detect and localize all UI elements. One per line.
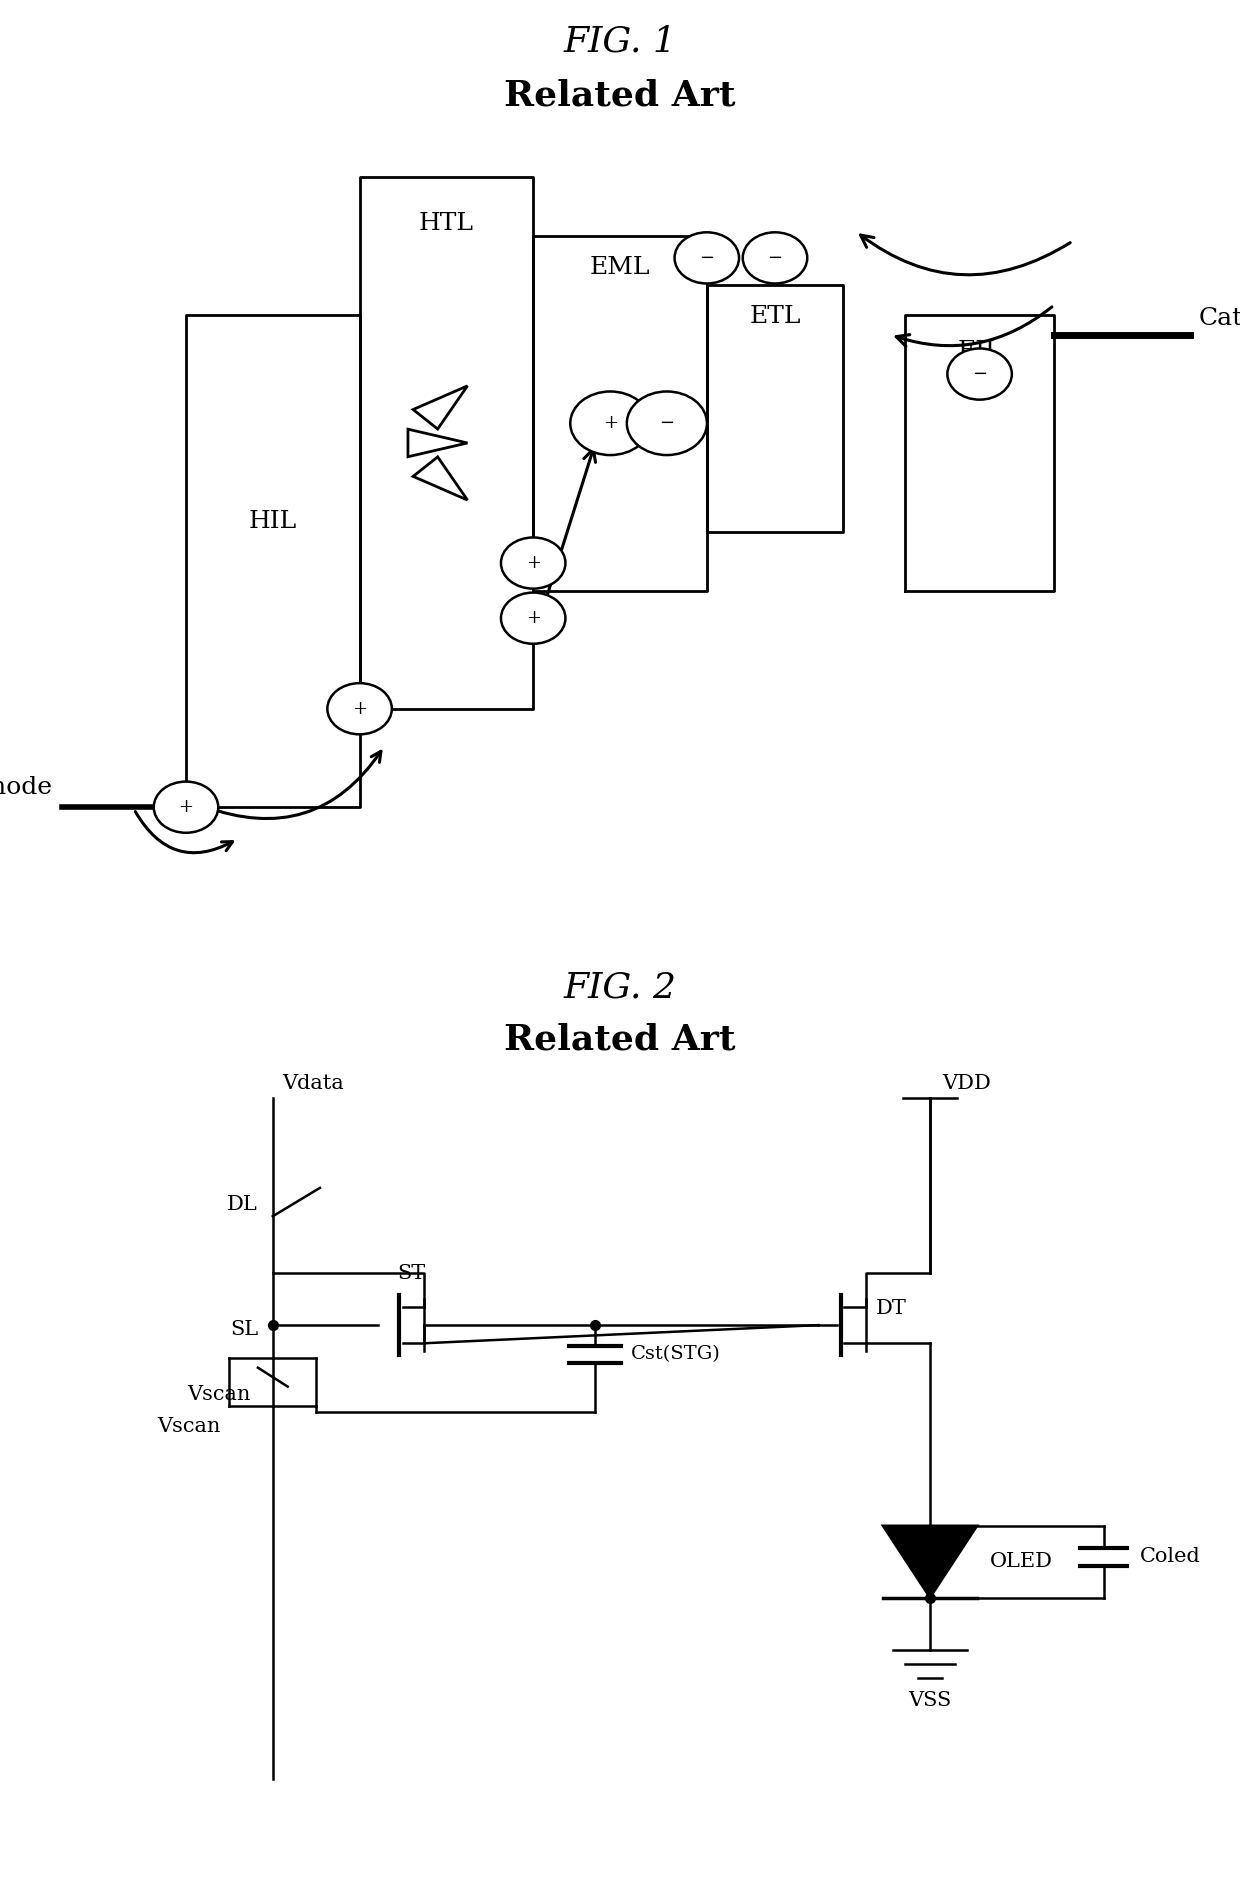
Text: SL: SL [229,1319,258,1340]
Text: FIG. 2: FIG. 2 [563,969,677,1003]
Text: OLED: OLED [990,1552,1053,1571]
Text: ETL: ETL [749,305,801,327]
Text: +: + [526,610,541,627]
Text: −: − [699,248,714,267]
Text: −: − [660,415,675,432]
Text: VSS: VSS [909,1692,951,1711]
Text: Related Art: Related Art [505,1022,735,1056]
Polygon shape [883,1526,977,1598]
Text: Vdata: Vdata [283,1073,345,1092]
Text: ST: ST [397,1265,425,1283]
Text: Vscan: Vscan [187,1384,250,1405]
Circle shape [675,233,739,284]
Circle shape [154,782,218,833]
Text: Anode: Anode [0,776,52,799]
Text: HTL: HTL [419,212,474,235]
Text: DL: DL [227,1194,258,1215]
Text: FIG. 1: FIG. 1 [563,25,677,59]
Text: +: + [352,700,367,717]
Text: EIL: EIL [957,339,1002,363]
Text: +: + [526,555,541,572]
Text: Coled: Coled [1140,1547,1200,1567]
Text: −: − [768,248,782,267]
Circle shape [570,392,651,454]
Text: Vscan: Vscan [157,1416,221,1437]
Text: Cst(STG): Cst(STG) [631,1346,720,1363]
Text: +: + [603,415,618,432]
Circle shape [501,593,565,644]
Circle shape [501,538,565,589]
Circle shape [327,683,392,734]
Text: −: − [972,365,987,382]
Circle shape [743,233,807,284]
Circle shape [947,348,1012,399]
Text: DT: DT [875,1299,906,1318]
Circle shape [627,392,707,454]
Text: VDD: VDD [942,1073,991,1092]
Text: +: + [179,799,193,816]
Text: Related Art: Related Art [505,80,735,114]
Text: HIL: HIL [249,511,296,534]
Text: EML: EML [590,256,650,278]
Text: Cathode: Cathode [1199,307,1240,329]
